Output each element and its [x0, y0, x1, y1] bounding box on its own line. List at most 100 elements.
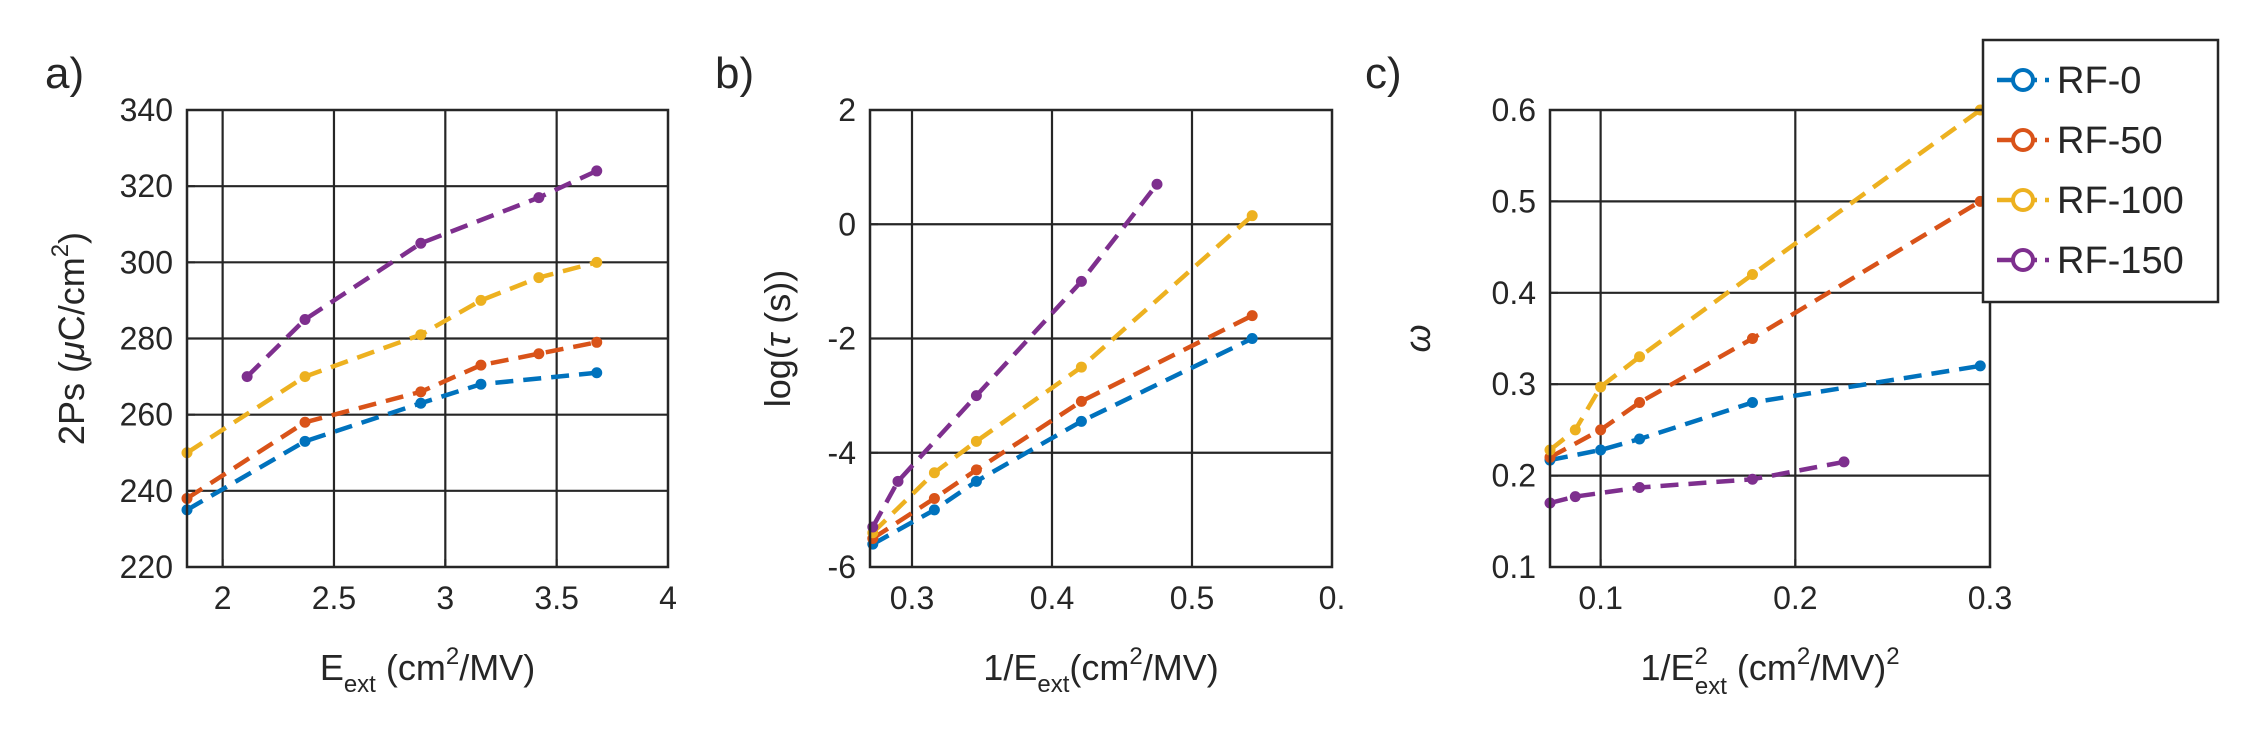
x-axis-label: 1/E2 ext (cm2/MV)2 — [1640, 643, 1899, 700]
data-point-rf-0 — [1075, 415, 1087, 427]
y-tick-label: 340 — [120, 92, 173, 128]
data-point-rf-50 — [415, 386, 427, 398]
data-point-rf-0 — [1746, 396, 1758, 408]
legend-entry-rf-150: RF-150 — [1997, 240, 2184, 282]
data-point-rf-100 — [1634, 351, 1646, 363]
y-tick-label: 220 — [120, 549, 173, 585]
data-point-rf-50 — [1746, 333, 1758, 344]
data-point-rf-150 — [1838, 456, 1850, 468]
data-point-rf-0 — [970, 475, 982, 487]
series-line-rf-100 — [871, 214, 1254, 535]
legend-marker — [2011, 128, 2035, 152]
x-tick-label: 0.5 — [1170, 580, 1214, 616]
series-line-rf-100 — [185, 260, 598, 455]
data-point-rf-100 — [1569, 424, 1581, 436]
y-axis-label: log(τ (s)) — [757, 270, 798, 407]
data-point-rf-100 — [415, 329, 427, 341]
x-axis-label: 1/Eext(cm2/MV) — [983, 643, 1218, 698]
data-point-rf-50 — [1075, 395, 1087, 407]
y-axis-label: ω — [1397, 324, 1438, 352]
data-point-rf-50 — [299, 416, 311, 428]
grid — [1550, 110, 1990, 567]
data-point-rf-100 — [475, 294, 487, 306]
axes-frame — [1548, 108, 1992, 569]
series-group — [1544, 104, 1986, 509]
panel-label: c) — [1365, 49, 1402, 98]
data-point-rf-50 — [970, 464, 982, 476]
data-point-rf-150 — [892, 475, 904, 487]
data-point-rf-50 — [1246, 310, 1258, 322]
y-tick-label: 240 — [120, 473, 173, 509]
x-tick-label: 0.3 — [1968, 580, 2012, 616]
data-point-rf-150 — [1569, 491, 1581, 503]
data-point-rf-100 — [591, 256, 603, 268]
data-point-rf-0 — [475, 378, 487, 390]
y-tick-label: 0.5 — [1492, 183, 1536, 219]
ticks: 2 2.5 3 3.5 4 220 240 260 280 300 320 340 — [120, 92, 677, 616]
plot-area — [1550, 110, 1990, 567]
data-point-rf-50 — [1634, 396, 1646, 408]
data-point-rf-150 — [1746, 473, 1758, 485]
x-tick-label: 0.3 — [890, 580, 934, 616]
y-tick-label: 0 — [838, 206, 856, 242]
data-point-rf-150 — [1151, 178, 1163, 190]
panel-label: a) — [45, 49, 84, 98]
x-tick-label: 3 — [436, 580, 454, 616]
legend-marker — [2011, 188, 2035, 212]
data-point-rf-100 — [1746, 269, 1758, 281]
data-point-rf-100 — [928, 467, 940, 479]
data-point-rf-100 — [1075, 361, 1087, 373]
panel-a: 2 2.5 3 3.5 4 220 240 260 280 300 320 340 a) Eext (cm… — [45, 49, 677, 698]
data-point-rf-150 — [533, 192, 545, 204]
data-point-rf-150 — [591, 165, 603, 177]
legend-entry-rf-100: RF-100 — [1997, 180, 2184, 222]
y-tick-label: 0.6 — [1492, 92, 1536, 128]
data-point-rf-50 — [591, 336, 603, 348]
legend-label: RF-150 — [2057, 240, 2184, 282]
legend-label: RF-100 — [2057, 180, 2184, 222]
data-point-rf-150 — [1634, 481, 1646, 493]
data-point-rf-100 — [1246, 210, 1258, 222]
y-tick-label: 0.4 — [1492, 275, 1536, 311]
legend-entry-rf-50: RF-50 — [1997, 120, 2163, 162]
data-point-rf-0 — [299, 435, 311, 447]
x-tick-label: 0.1 — [1578, 580, 1622, 616]
data-point-rf-100 — [299, 371, 311, 383]
y-tick-label: -2 — [828, 321, 856, 357]
ticks: 0.1 0.2 0.3 0.1 0.2 0.3 0.4 0.5 0.6 — [1492, 92, 2013, 616]
data-point-rf-150 — [299, 313, 311, 325]
data-point-rf-50 — [475, 359, 487, 371]
panel-label: b) — [715, 49, 754, 98]
data-point-rf-0 — [415, 397, 427, 409]
y-tick-label: 2 — [838, 92, 856, 128]
data-point-rf-0 — [591, 367, 603, 379]
panel-c: 0.1 0.2 0.3 0.1 0.2 0.3 0.4 0.5 0.6 c) 1/E2 ext (cm… — [1365, 49, 2012, 700]
x-tick-label: 2 — [214, 580, 232, 616]
data-point-rf-100 — [1595, 381, 1607, 393]
series-line-rf-50 — [185, 340, 598, 501]
y-tick-label: -6 — [828, 549, 856, 585]
legend-entry-rf-0: RF-0 — [1997, 60, 2141, 102]
series-line-rf-150 — [245, 168, 598, 379]
data-point-rf-50 — [1595, 424, 1607, 436]
data-point-rf-150 — [241, 371, 253, 383]
y-tick-label: 320 — [120, 168, 173, 204]
data-point-rf-100 — [533, 272, 545, 284]
y-tick-label: 0.3 — [1492, 366, 1536, 402]
x-tick-label: 2.5 — [312, 580, 356, 616]
y-tick-label: -4 — [828, 435, 856, 471]
data-point-rf-0 — [1595, 444, 1607, 456]
data-point-rf-100 — [970, 435, 982, 447]
data-point-rf-0 — [1974, 360, 1986, 372]
y-tick-label: 0.1 — [1492, 549, 1536, 585]
x-tick-label: 3.5 — [534, 580, 578, 616]
data-point-rf-150 — [970, 390, 982, 402]
data-point-rf-0 — [1246, 333, 1258, 344]
legend-marker — [2011, 248, 2035, 272]
grid — [187, 110, 668, 567]
legend: RF-0 RF-50 RF-100 RF-150 — [1981, 38, 2220, 304]
y-tick-label: 260 — [120, 397, 173, 433]
data-point-rf-150 — [1075, 275, 1087, 287]
y-tick-label: 300 — [120, 244, 173, 280]
